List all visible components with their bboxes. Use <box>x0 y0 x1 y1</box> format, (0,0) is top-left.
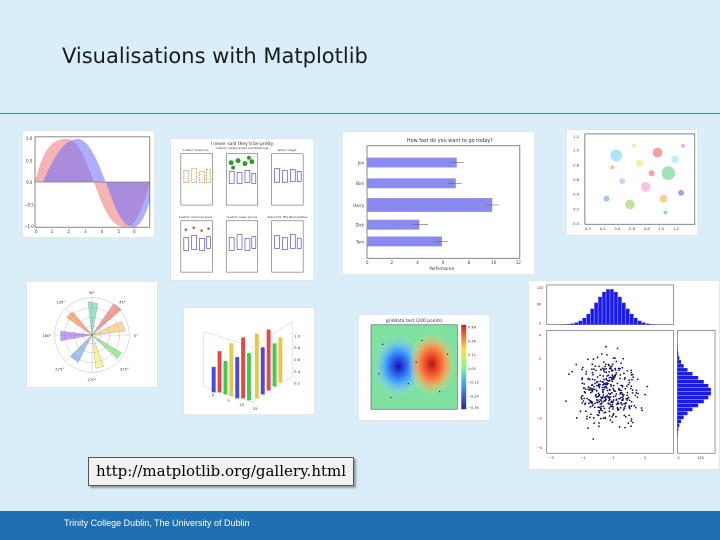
svg-text:Tom: Tom <box>355 239 364 244</box>
svg-text:0.2: 0.2 <box>600 227 606 231</box>
svg-text:1.0: 1.0 <box>26 136 33 141</box>
boxplot-title: I never said they'd be pretty <box>211 141 274 147</box>
svg-text:0: 0 <box>366 260 369 265</box>
svg-text:1: 1 <box>612 456 614 460</box>
barh-title: How fast do you want to go today? <box>407 138 493 144</box>
polar-thumbnail[interactable]: 90° 45° 0° 315° 270° 225° 180° 135° <box>26 281 158 388</box>
svg-text:−0.36: −0.36 <box>468 406 479 410</box>
svg-text:0: 0 <box>212 393 215 397</box>
svg-text:0.0: 0.0 <box>573 222 580 226</box>
svg-text:5: 5 <box>117 229 120 234</box>
svg-text:0: 0 <box>677 456 679 460</box>
svg-text:45°: 45° <box>119 301 126 305</box>
svg-text:−4: −4 <box>537 446 542 450</box>
svg-text:0.00: 0.00 <box>468 367 476 371</box>
footer-text: Trinity College Dublin, The University o… <box>64 518 250 528</box>
svg-text:0°: 0° <box>134 334 138 338</box>
svg-text:4: 4 <box>416 260 419 265</box>
svg-text:−0.24: −0.24 <box>468 394 479 398</box>
svg-text:225°: 225° <box>55 367 64 371</box>
svg-text:0.0: 0.0 <box>26 180 33 185</box>
svg-text:0.6: 0.6 <box>294 358 301 362</box>
svg-text:0.4: 0.4 <box>614 227 621 231</box>
svg-text:25: 25 <box>253 407 258 411</box>
gallery-link[interactable]: http://matplotlib.org/gallery.html <box>88 457 354 486</box>
svg-text:120: 120 <box>537 286 544 290</box>
svg-text:3: 3 <box>84 229 87 234</box>
svg-text:12: 12 <box>516 260 522 265</box>
svg-text:−0.5: −0.5 <box>24 203 34 208</box>
svg-text:0.48: 0.48 <box>468 326 476 330</box>
svg-text:−0.12: −0.12 <box>468 381 479 385</box>
svg-text:8: 8 <box>468 260 471 265</box>
svg-text:2: 2 <box>67 229 70 234</box>
svg-text:Custom mean as line: Custom mean as line <box>226 215 257 219</box>
svg-text:120: 120 <box>697 456 704 460</box>
svg-text:1: 1 <box>51 229 54 234</box>
svg-text:1.0: 1.0 <box>573 149 580 153</box>
svg-text:0: 0 <box>539 387 541 391</box>
svg-text:−1.0: −1.0 <box>24 224 34 229</box>
bars3d-thumbnail[interactable]: 1.0 0.8 0.6 0.4 0.2 0 5 15 25 <box>183 307 315 415</box>
svg-text:0.5: 0.5 <box>26 158 33 163</box>
barh-thumbnail[interactable]: How fast do you want to go today? Jim Sl… <box>342 131 535 275</box>
svg-text:6: 6 <box>442 260 445 265</box>
slide-title: Visualisations with Matplotlib <box>62 44 368 68</box>
svg-text:0.8: 0.8 <box>573 163 580 167</box>
contour-thumbnail[interactable]: griddata test (200 points) 0.48 0.36 0.12 … <box>358 314 490 421</box>
svg-text:4: 4 <box>101 229 104 234</box>
svg-text:2: 2 <box>539 357 541 361</box>
fill-between-thumbnail[interactable]: 1.0 0.5 0.0 −0.5 −1.0 0 1 2 3 4 5 6 <box>22 130 155 238</box>
svg-text:Dick: Dick <box>355 223 364 228</box>
svg-text:0.6: 0.6 <box>629 227 636 231</box>
svg-text:whis='range': whis='range' <box>278 148 297 152</box>
svg-text:Jim: Jim <box>357 161 364 166</box>
svg-text:0.6: 0.6 <box>573 178 580 182</box>
contour-title: griddata test (200 points) <box>386 318 443 324</box>
svg-text:Custom boxprops: Custom boxprops <box>183 148 209 152</box>
svg-text:0.4: 0.4 <box>573 193 580 197</box>
svg-text:60: 60 <box>537 303 541 307</box>
svg-text:Harry: Harry <box>353 203 365 208</box>
svg-text:0: 0 <box>35 229 38 234</box>
svg-text:Custom mean as point: Custom mean as point <box>179 215 213 219</box>
svg-text:315°: 315° <box>120 367 129 371</box>
svg-text:1.0: 1.0 <box>658 227 665 231</box>
svg-text:90°: 90° <box>89 291 96 295</box>
svg-text:0.36: 0.36 <box>468 339 476 343</box>
svg-text:10: 10 <box>491 260 497 265</box>
svg-text:0.2: 0.2 <box>573 207 579 211</box>
title-divider <box>0 113 720 114</box>
svg-text:135°: 135° <box>56 301 65 305</box>
svg-text:−1: −1 <box>580 456 585 460</box>
svg-text:180°: 180° <box>42 334 51 338</box>
svg-text:1.0: 1.0 <box>294 334 301 338</box>
boxplot-thumbnail[interactable]: I never said they'd be pretty Custom box… <box>170 138 314 281</box>
svg-text:6: 6 <box>133 229 136 234</box>
svg-text:whis=[15, 85] #percentiles: whis=[15, 85] #percentiles <box>267 215 308 219</box>
svg-text:0.4: 0.4 <box>294 370 301 374</box>
svg-text:270°: 270° <box>88 378 97 382</box>
svg-text:2: 2 <box>391 260 394 265</box>
scatter-hist-thumbnail[interactable]: 120 60 0 4 2 0 −2 −4 −3 −1 1 3 0 120 <box>528 280 720 470</box>
svg-text:0: 0 <box>539 322 541 326</box>
svg-text:0.2: 0.2 <box>294 382 300 386</box>
scatter-thumbnail[interactable]: 1.2 1.0 0.8 0.6 0.4 0.2 0.0 0.0 0.2 0.4 0.6 0.8 1… <box>566 129 698 236</box>
svg-text:4: 4 <box>539 333 541 337</box>
svg-text:1.2: 1.2 <box>573 135 579 139</box>
svg-text:−3: −3 <box>549 456 554 460</box>
svg-text:5: 5 <box>227 399 230 403</box>
svg-text:Custom medianprops and flierpr: Custom medianprops and flierprops <box>216 146 269 150</box>
svg-text:0.12: 0.12 <box>468 353 476 357</box>
svg-text:−2: −2 <box>537 417 542 421</box>
svg-text:1.2: 1.2 <box>673 227 679 231</box>
svg-text:Slim: Slim <box>356 181 365 186</box>
svg-text:0.0: 0.0 <box>585 227 592 231</box>
svg-text:Performance: Performance <box>429 266 455 271</box>
svg-text:0.8: 0.8 <box>644 227 651 231</box>
svg-text:15: 15 <box>239 403 244 407</box>
svg-text:3: 3 <box>644 456 646 460</box>
footer-bar: Trinity College Dublin, The University o… <box>0 511 720 540</box>
svg-text:0.8: 0.8 <box>294 346 301 350</box>
